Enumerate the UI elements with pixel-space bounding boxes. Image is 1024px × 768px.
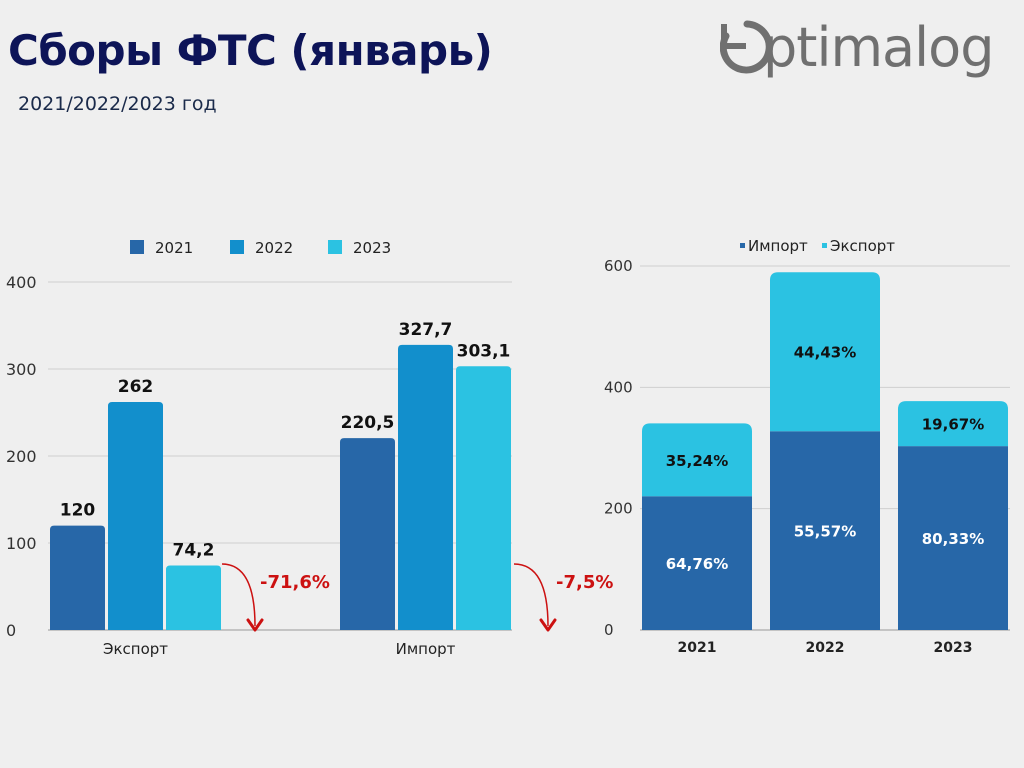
legend-swatch bbox=[130, 240, 144, 254]
legend-label: Импорт bbox=[748, 237, 808, 255]
y-tick-label: 200 bbox=[604, 500, 633, 518]
legend-swatch bbox=[328, 240, 342, 254]
y-axis-ticks: 0 100 200 300 400 bbox=[6, 273, 37, 640]
bar bbox=[398, 344, 453, 630]
y-tick-label: 400 bbox=[604, 378, 633, 396]
y-axis-ticks: 0 200 400 600 bbox=[604, 257, 633, 639]
category-label: 2022 bbox=[806, 640, 845, 656]
decrease-arrow-head bbox=[539, 618, 557, 632]
category-label: Экспорт bbox=[103, 640, 168, 658]
decrease-arrow-curve bbox=[221, 563, 256, 627]
bars bbox=[50, 344, 511, 630]
data-label: 262 bbox=[118, 377, 154, 397]
segment-percent-label: 35,24% bbox=[666, 452, 728, 470]
change-annotation: -7,5% bbox=[556, 572, 613, 593]
category-label: Импорт bbox=[396, 640, 456, 658]
category-label: 2021 bbox=[678, 640, 717, 656]
legend-swatch bbox=[230, 240, 244, 254]
y-tick-label: 400 bbox=[6, 273, 37, 292]
data-label: 303,1 bbox=[457, 341, 511, 361]
y-tick-label: 0 bbox=[604, 621, 614, 639]
segment-percent-label: 44,43% bbox=[794, 344, 856, 362]
bar-segment bbox=[898, 401, 1008, 447]
bar-segment bbox=[898, 446, 1008, 630]
legend: 2021 2022 2023 bbox=[130, 239, 391, 257]
segment-percent-label: 80,33% bbox=[922, 530, 984, 548]
bar bbox=[456, 366, 511, 630]
legend: Импорт Экспорт bbox=[740, 237, 895, 255]
data-label: 327,7 bbox=[399, 320, 453, 340]
bar bbox=[108, 402, 163, 630]
legend-label: Экспорт bbox=[830, 237, 895, 255]
optimalog-logo: ptimalog bbox=[720, 12, 1010, 82]
y-tick-label: 600 bbox=[604, 257, 633, 275]
segment-percent-label: 64,76% bbox=[666, 555, 728, 573]
segment-percent-label: 55,57% bbox=[794, 523, 856, 541]
page-title: Сборы ФТС (январь) bbox=[8, 26, 493, 75]
bar-segment bbox=[642, 496, 752, 630]
legend-label: 2023 bbox=[353, 239, 391, 257]
data-labels: 64,76% 35,24% 55,57% 44,43% 80,33% 19,67% bbox=[666, 344, 984, 573]
decrease-arrow-curve bbox=[513, 563, 549, 627]
legend-label: 2021 bbox=[155, 239, 193, 257]
decrease-arrow-head bbox=[246, 618, 264, 632]
bars bbox=[642, 272, 1008, 630]
bar-segment bbox=[770, 431, 880, 630]
y-tick-label: 200 bbox=[6, 447, 37, 466]
bar-segment bbox=[770, 272, 880, 432]
bar bbox=[166, 565, 221, 630]
y-tick-label: 0 bbox=[6, 621, 16, 640]
logo-text: ptimalog bbox=[763, 16, 994, 79]
data-label: 220,5 bbox=[341, 413, 395, 433]
legend-swatch bbox=[740, 243, 745, 248]
page-subtitle: 2021/2022/2023 год bbox=[18, 93, 217, 115]
legend-label: 2022 bbox=[255, 239, 293, 257]
bar bbox=[50, 525, 105, 630]
segment-percent-label: 19,67% bbox=[922, 416, 984, 434]
legend-swatch bbox=[822, 243, 827, 248]
annotations: -71,6% -7,5% bbox=[221, 563, 613, 632]
y-tick-label: 100 bbox=[6, 534, 37, 553]
stacked-bar-chart: 0 200 400 600 64,76% 35,24% 55,57% 44,43% 80,33… bbox=[604, 237, 1010, 656]
category-label: 2023 bbox=[934, 640, 973, 656]
bar bbox=[340, 438, 395, 630]
data-label: 74,2 bbox=[173, 540, 215, 560]
x-axis-labels: 2021 2022 2023 bbox=[678, 640, 973, 656]
x-axis-labels: Экспорт Импорт bbox=[103, 640, 456, 658]
change-annotation: -71,6% bbox=[260, 572, 330, 593]
logo-o-icon bbox=[720, 20, 773, 74]
bar-segment bbox=[642, 423, 752, 497]
y-tick-label: 300 bbox=[6, 360, 37, 379]
data-label: 120 bbox=[60, 501, 96, 521]
